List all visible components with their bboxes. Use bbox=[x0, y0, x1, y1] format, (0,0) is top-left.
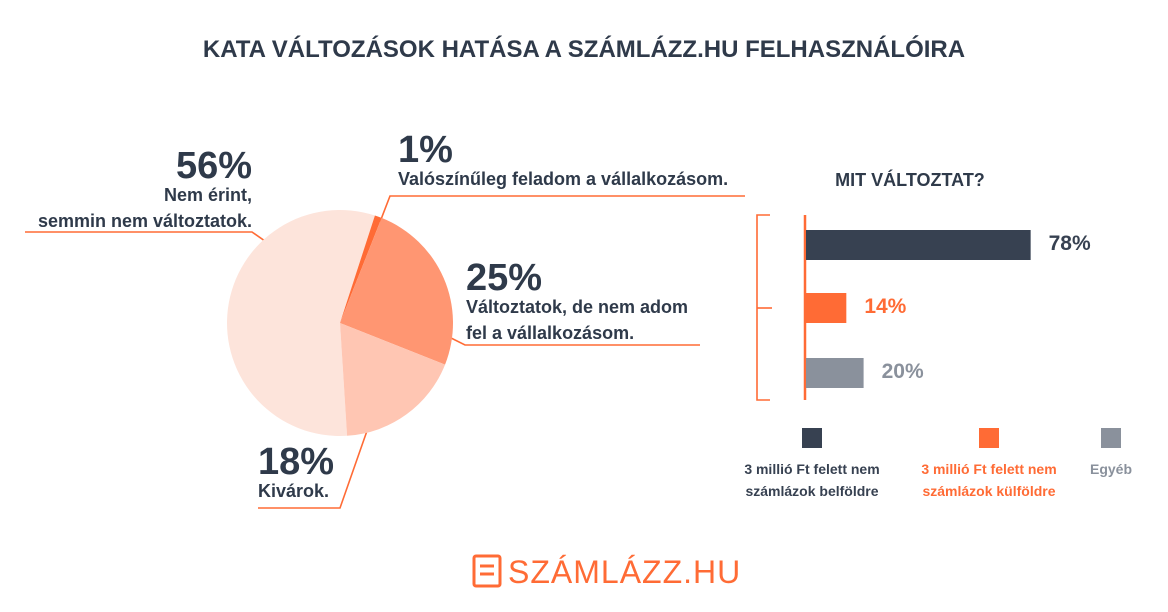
pie-slice bbox=[340, 215, 382, 323]
legend-label: 3 millió Ft felett nem számlázok külföld… bbox=[921, 461, 1057, 499]
bar bbox=[806, 293, 847, 323]
pie-value-label: 18% bbox=[258, 441, 335, 483]
bar-value-label: 78% bbox=[1048, 232, 1091, 255]
pie-value-label: 1% bbox=[398, 129, 453, 171]
pie-category-label: Nem érint, semmin nem változtatok. bbox=[37, 185, 252, 231]
pie-category-label: Változtatok, de nem adom fel a vállalkoz… bbox=[466, 297, 689, 343]
pie-category-label: Valószínűleg feladom a vállalkozásom. bbox=[398, 169, 729, 189]
bar-value-label: 20% bbox=[881, 360, 924, 383]
legend-label: Egyéb bbox=[1089, 461, 1132, 477]
pie-value-label: 56% bbox=[175, 145, 252, 187]
pie-slice bbox=[226, 209, 375, 436]
bar bbox=[806, 358, 864, 388]
bar-title: MIT VÁLTOZTAT? bbox=[835, 170, 985, 190]
pie-value-label: 25% bbox=[466, 257, 543, 299]
title: KATA VÁLTOZÁSOK HATÁSA A SZÁMLÁZZ.HU FEL… bbox=[202, 36, 966, 63]
logo-icon bbox=[472, 554, 502, 588]
bar bbox=[806, 230, 1031, 260]
pie-slice bbox=[340, 217, 453, 365]
legend-swatch bbox=[1101, 428, 1121, 448]
leader-line bbox=[258, 407, 376, 509]
legend-swatch bbox=[802, 428, 822, 448]
pie-category-label: Kivárok. bbox=[258, 481, 330, 501]
logo-icon-sheet bbox=[472, 554, 502, 588]
leader-line bbox=[379, 195, 745, 223]
leader-line bbox=[25, 231, 286, 256]
pie-slice bbox=[340, 323, 446, 436]
legend-swatch bbox=[979, 428, 999, 448]
logo-text: SZÁMLÁZZ.HU bbox=[508, 554, 742, 590]
bar-value-label: 14% bbox=[864, 295, 907, 318]
legend-label: 3 millió Ft felett nem számlázok belföld… bbox=[744, 461, 880, 499]
